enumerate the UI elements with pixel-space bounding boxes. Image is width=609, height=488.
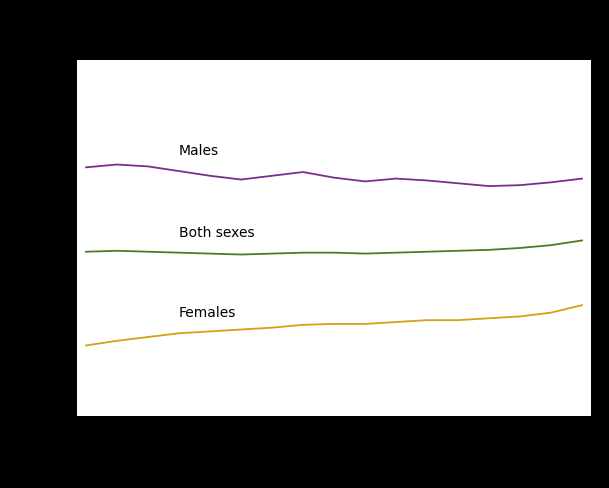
Text: Males: Males <box>179 144 219 158</box>
Text: Females: Females <box>179 306 236 320</box>
Text: Both sexes: Both sexes <box>179 225 255 240</box>
